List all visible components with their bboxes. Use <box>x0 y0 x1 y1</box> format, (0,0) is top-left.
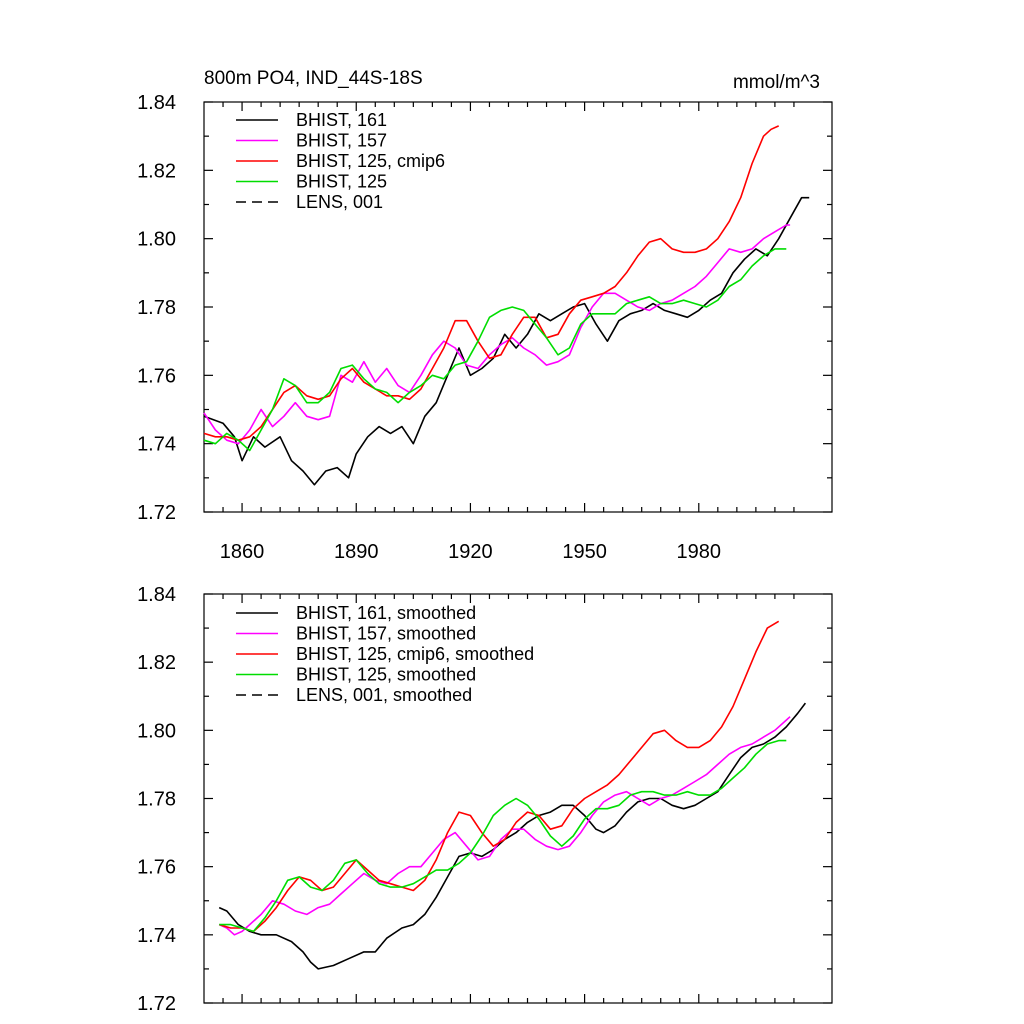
y-tick-label: 1.72 <box>137 502 176 524</box>
series-line <box>218 620 780 933</box>
y-tick-label: 1.80 <box>137 720 176 742</box>
y-tick-label: 1.76 <box>137 365 176 387</box>
series-line <box>203 125 780 441</box>
y-tick-label: 1.74 <box>137 925 176 947</box>
legend-label: BHIST, 125, smoothed <box>296 665 476 685</box>
y-tick-label: 1.82 <box>137 160 176 182</box>
top-chart-panel: 800m PO4, IND_44S-18S mmol/m^3 1.72 1.74 1… <box>137 68 833 563</box>
series-line <box>218 702 807 970</box>
series-line <box>203 224 791 445</box>
series-line <box>203 248 787 452</box>
bottom-chart-panel: 1.72 1.74 1.76 1.78 1.80 1.82 1.84 BHIST, 161, … <box>137 584 833 1015</box>
legend-label: BHIST, 157 <box>296 131 387 151</box>
legend-label: BHIST, 125 <box>296 172 387 192</box>
legend-label: BHIST, 161, smoothed <box>296 603 476 623</box>
y-tick-label: 1.84 <box>137 92 176 114</box>
legend-label: LENS, 001, smoothed <box>296 685 472 705</box>
x-tick-label: 1950 <box>562 541 607 563</box>
legend-label: LENS, 001 <box>296 192 383 212</box>
x-tick-label: 1980 <box>677 541 722 563</box>
y-tick-label: 1.80 <box>137 229 176 251</box>
chart-title: 800m PO4, IND_44S-18S <box>204 68 423 89</box>
x-tick-label: 1890 <box>334 541 379 563</box>
y-tick-label: 1.74 <box>137 434 176 456</box>
legend-label: BHIST, 125, cmip6 <box>296 151 445 171</box>
y-tick-label: 1.78 <box>137 789 176 811</box>
y-tick-label: 1.76 <box>137 857 176 879</box>
chart-units-label: mmol/m^3 <box>733 72 820 93</box>
x-tick-label: 1860 <box>220 541 265 563</box>
x-tick-label: 1920 <box>448 541 493 563</box>
y-tick-label: 1.84 <box>137 584 176 606</box>
series-line <box>203 196 810 486</box>
legend-label: BHIST, 161 <box>296 110 387 130</box>
y-tick-label: 1.72 <box>137 993 176 1015</box>
y-tick-label: 1.78 <box>137 297 176 319</box>
series-line <box>219 739 787 933</box>
series-line <box>218 716 791 936</box>
y-tick-label: 1.82 <box>137 652 176 674</box>
legend-label: BHIST, 125, cmip6, smoothed <box>296 644 534 664</box>
legend-label: BHIST, 157, smoothed <box>296 624 476 644</box>
